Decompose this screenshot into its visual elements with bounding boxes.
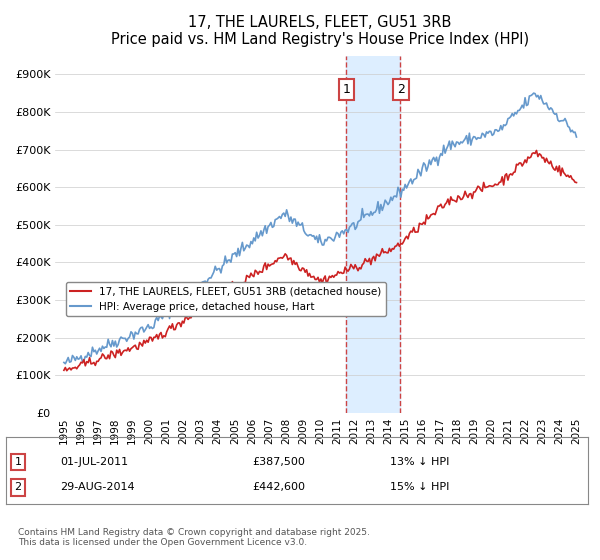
Text: 15% ↓ HPI: 15% ↓ HPI — [390, 482, 449, 492]
Legend: 17, THE LAURELS, FLEET, GU51 3RB (detached house), HPI: Average price, detached : 17, THE LAURELS, FLEET, GU51 3RB (detach… — [66, 282, 386, 316]
Text: 2: 2 — [397, 83, 405, 96]
Text: 2: 2 — [14, 482, 22, 492]
Text: 01-JUL-2011: 01-JUL-2011 — [60, 457, 128, 467]
Text: 1: 1 — [14, 457, 22, 467]
Text: £442,600: £442,600 — [252, 482, 305, 492]
Title: 17, THE LAURELS, FLEET, GU51 3RB
Price paid vs. HM Land Registry's House Price I: 17, THE LAURELS, FLEET, GU51 3RB Price p… — [111, 15, 529, 48]
Text: £387,500: £387,500 — [252, 457, 305, 467]
Text: 29-AUG-2014: 29-AUG-2014 — [60, 482, 134, 492]
Bar — [346, 55, 400, 413]
Text: Contains HM Land Registry data © Crown copyright and database right 2025.
This d: Contains HM Land Registry data © Crown c… — [18, 528, 370, 547]
Text: 1: 1 — [343, 83, 350, 96]
Text: 13% ↓ HPI: 13% ↓ HPI — [390, 457, 449, 467]
